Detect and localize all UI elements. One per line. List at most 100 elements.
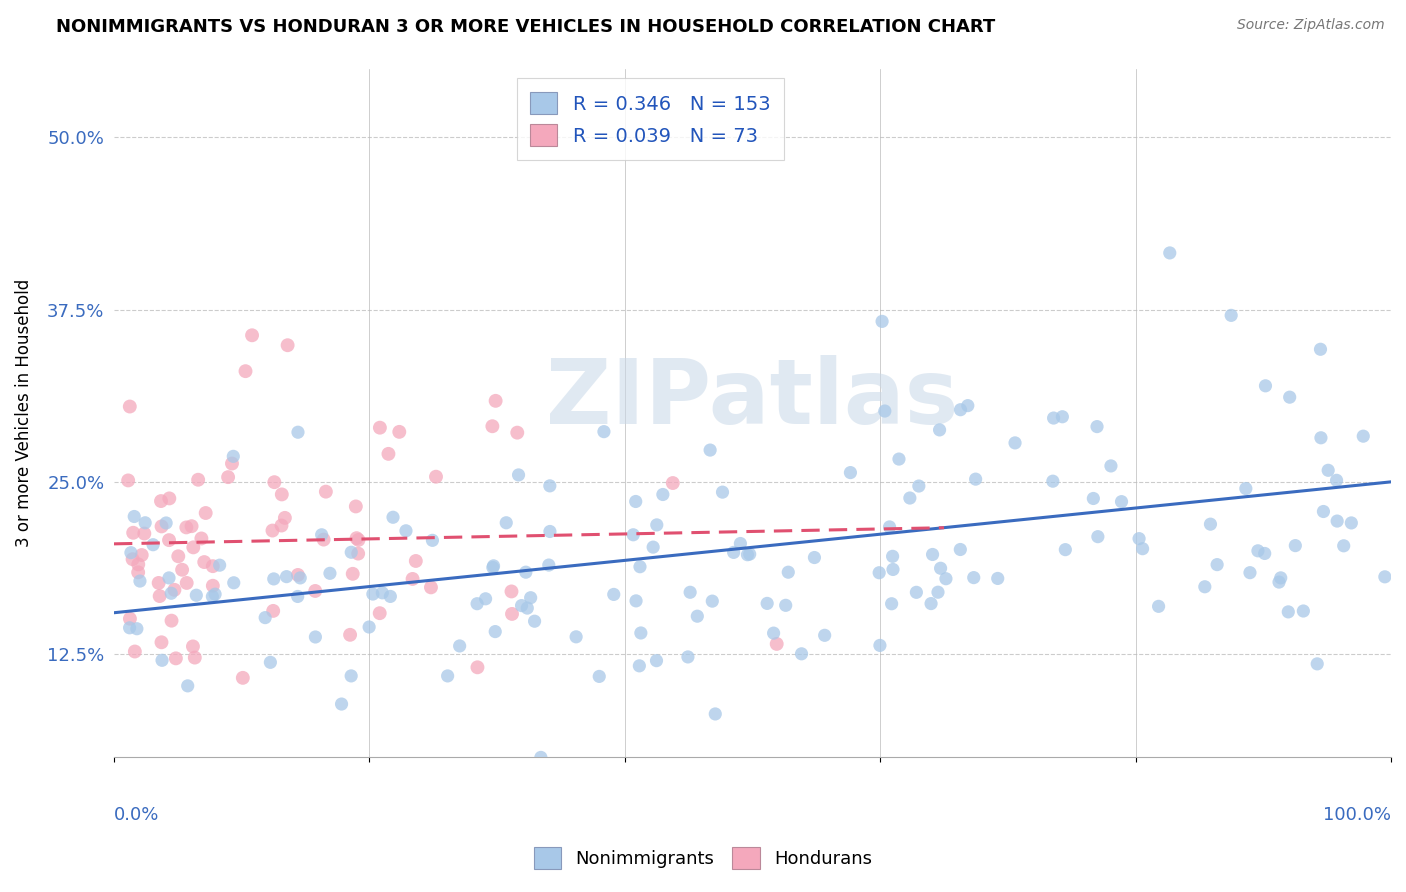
Point (987, 571, 1010, 585)
Point (222, 575, 245, 590)
Point (686, 609, 709, 624)
Point (1317, 463, 1340, 477)
Point (467, 660, 489, 674)
Point (565, 630, 588, 644)
Point (1239, 566, 1261, 580)
Point (240, 328, 263, 343)
Point (929, 561, 952, 575)
Point (523, 614, 546, 628)
Point (315, 484, 337, 499)
Point (150, 519, 173, 533)
Point (537, 558, 560, 572)
Point (184, 650, 207, 665)
Point (603, 587, 626, 601)
Text: 100.0%: 100.0% (1323, 805, 1391, 823)
Point (187, 473, 209, 487)
Point (276, 569, 298, 583)
Point (172, 563, 194, 577)
Point (887, 452, 910, 467)
Point (920, 597, 942, 611)
Point (194, 506, 217, 520)
Point (270, 487, 292, 501)
Point (134, 516, 156, 530)
Point (149, 589, 172, 603)
Point (738, 547, 761, 561)
Point (1147, 599, 1170, 614)
Point (1004, 436, 1026, 450)
Point (167, 549, 190, 564)
Point (142, 538, 165, 552)
Point (880, 597, 903, 611)
Point (1132, 541, 1154, 556)
Point (506, 425, 529, 440)
Point (371, 586, 394, 600)
Point (150, 653, 173, 667)
Point (420, 580, 443, 594)
Point (395, 524, 418, 538)
Point (927, 585, 949, 599)
Point (711, 485, 734, 500)
Point (304, 630, 326, 644)
Point (340, 545, 363, 559)
Point (274, 511, 297, 525)
Point (1326, 473, 1348, 487)
Point (165, 651, 187, 665)
Point (1054, 542, 1077, 557)
Point (1326, 514, 1348, 528)
Point (868, 566, 890, 580)
Point (1284, 539, 1306, 553)
Point (287, 590, 309, 604)
Point (347, 533, 370, 547)
Point (928, 423, 950, 437)
Point (949, 542, 972, 557)
Point (879, 520, 901, 534)
Point (204, 587, 226, 601)
Point (388, 425, 411, 439)
Point (377, 447, 399, 461)
Text: ZIPatlas: ZIPatlas (547, 355, 959, 443)
Point (949, 402, 972, 417)
Point (222, 450, 245, 464)
Point (190, 532, 212, 546)
Point (163, 582, 186, 597)
Point (157, 571, 180, 585)
Point (935, 572, 957, 586)
Point (510, 599, 533, 613)
Point (485, 393, 508, 408)
Point (118, 612, 141, 626)
Point (908, 479, 931, 493)
Point (270, 518, 292, 533)
Point (839, 466, 862, 480)
Point (495, 516, 517, 530)
Point (121, 552, 143, 566)
Point (290, 571, 312, 585)
Point (1247, 543, 1270, 558)
Point (1254, 379, 1277, 393)
Point (756, 596, 779, 610)
Point (1277, 605, 1299, 619)
Point (870, 314, 893, 328)
Point (122, 525, 145, 540)
Point (311, 528, 333, 542)
Point (401, 572, 423, 586)
Point (1199, 517, 1222, 532)
Point (1159, 246, 1181, 260)
Point (125, 622, 148, 636)
Point (342, 566, 364, 581)
Point (201, 559, 224, 574)
Point (262, 604, 284, 618)
Point (869, 639, 891, 653)
Point (277, 338, 299, 352)
Point (538, 479, 561, 493)
Point (346, 531, 368, 545)
Point (117, 474, 139, 488)
Point (181, 640, 204, 654)
Point (956, 399, 979, 413)
Point (160, 614, 183, 628)
Point (186, 588, 208, 602)
Point (643, 540, 665, 554)
Point (1111, 494, 1133, 508)
Point (1128, 532, 1150, 546)
Point (157, 533, 180, 548)
Point (628, 658, 651, 673)
